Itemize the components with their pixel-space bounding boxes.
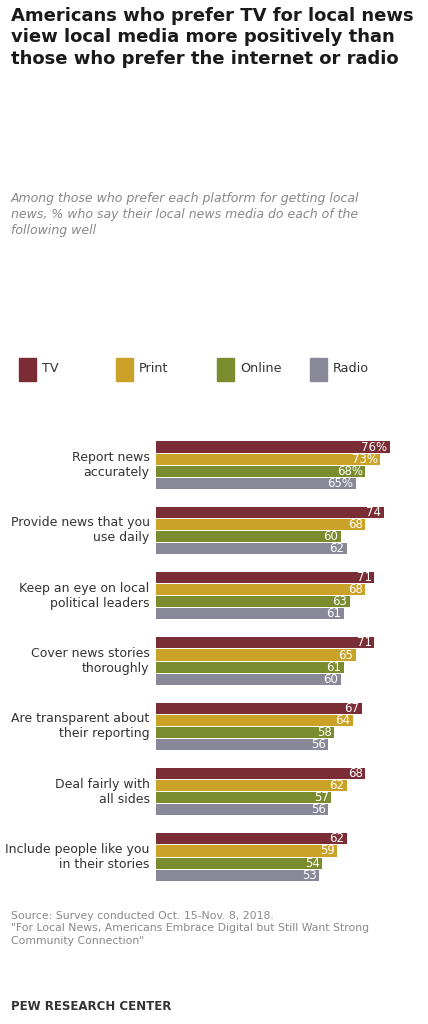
FancyBboxPatch shape bbox=[19, 357, 36, 381]
Text: Report news
accurately: Report news accurately bbox=[71, 452, 149, 479]
Text: 62: 62 bbox=[329, 833, 344, 846]
Text: Radio: Radio bbox=[333, 361, 369, 375]
Text: 71: 71 bbox=[357, 637, 372, 649]
Bar bbox=[156, 507, 383, 518]
Text: 62: 62 bbox=[329, 542, 344, 555]
Bar bbox=[156, 637, 374, 648]
Bar bbox=[156, 519, 365, 529]
Bar bbox=[156, 869, 319, 881]
Bar bbox=[156, 834, 347, 845]
Bar bbox=[156, 466, 365, 476]
Bar bbox=[156, 846, 337, 856]
FancyBboxPatch shape bbox=[217, 357, 234, 381]
Bar bbox=[156, 768, 365, 779]
Bar bbox=[156, 477, 356, 488]
Text: 74: 74 bbox=[366, 506, 381, 519]
Text: 71: 71 bbox=[357, 571, 372, 584]
Bar bbox=[156, 702, 362, 714]
Text: 61: 61 bbox=[326, 607, 341, 621]
Text: 61: 61 bbox=[326, 660, 341, 674]
Text: Cover news stories
thoroughly: Cover news stories thoroughly bbox=[31, 647, 149, 675]
Text: 63: 63 bbox=[333, 595, 347, 608]
Bar bbox=[156, 530, 341, 542]
Bar bbox=[156, 596, 350, 607]
Bar bbox=[156, 804, 328, 815]
Text: Print: Print bbox=[139, 361, 169, 375]
Bar bbox=[156, 608, 344, 620]
FancyBboxPatch shape bbox=[116, 357, 133, 381]
Text: 56: 56 bbox=[311, 803, 326, 816]
Text: 68%: 68% bbox=[337, 465, 363, 477]
Bar bbox=[156, 441, 389, 453]
Text: 54: 54 bbox=[305, 856, 320, 869]
Text: Provide news that you
use daily: Provide news that you use daily bbox=[11, 516, 149, 545]
Text: Keep an eye on local
political leaders: Keep an eye on local political leaders bbox=[19, 582, 149, 609]
Text: Deal fairly with
all sides: Deal fairly with all sides bbox=[55, 777, 149, 806]
Text: Are transparent about
their reporting: Are transparent about their reporting bbox=[11, 713, 149, 740]
Text: Source: Survey conducted Oct. 15-Nov. 8, 2018.
"For Local News, Americans Embrac: Source: Survey conducted Oct. 15-Nov. 8,… bbox=[11, 911, 369, 945]
Text: Online: Online bbox=[241, 361, 282, 375]
Bar bbox=[156, 662, 344, 673]
Text: Include people like you
in their stories: Include people like you in their stories bbox=[5, 843, 149, 871]
Text: 76%: 76% bbox=[361, 440, 387, 454]
Bar bbox=[156, 649, 356, 660]
Text: 57: 57 bbox=[314, 792, 329, 804]
Text: 60: 60 bbox=[323, 530, 338, 543]
Text: 68: 68 bbox=[348, 584, 363, 596]
Text: 68: 68 bbox=[348, 767, 363, 780]
Bar bbox=[156, 739, 328, 750]
Text: 62: 62 bbox=[329, 779, 344, 793]
Text: TV: TV bbox=[42, 361, 59, 375]
Bar bbox=[156, 543, 347, 554]
Text: PEW RESEARCH CENTER: PEW RESEARCH CENTER bbox=[11, 1000, 171, 1014]
Text: 68: 68 bbox=[348, 518, 363, 530]
Text: 59: 59 bbox=[320, 845, 335, 857]
Text: 53: 53 bbox=[302, 868, 317, 882]
Text: 65: 65 bbox=[339, 648, 354, 662]
Bar bbox=[156, 715, 353, 726]
Text: 56: 56 bbox=[311, 738, 326, 751]
Text: 64: 64 bbox=[336, 714, 351, 727]
Bar bbox=[156, 727, 334, 738]
Bar bbox=[156, 454, 380, 465]
Text: Among those who prefer each platform for getting local
news, % who say their loc: Among those who prefer each platform for… bbox=[11, 193, 359, 238]
Text: 60: 60 bbox=[323, 673, 338, 686]
Bar bbox=[156, 857, 322, 868]
Text: 58: 58 bbox=[317, 726, 332, 739]
Bar bbox=[156, 780, 347, 792]
Bar bbox=[156, 584, 365, 595]
Text: 67: 67 bbox=[345, 701, 360, 715]
Bar bbox=[156, 674, 341, 685]
Text: 73%: 73% bbox=[352, 453, 378, 466]
Text: 65%: 65% bbox=[327, 477, 354, 489]
Text: Americans who prefer TV for local news
view local media more positively than
tho: Americans who prefer TV for local news v… bbox=[11, 7, 413, 68]
Bar bbox=[156, 572, 374, 584]
FancyBboxPatch shape bbox=[310, 357, 327, 381]
Bar bbox=[156, 793, 331, 803]
